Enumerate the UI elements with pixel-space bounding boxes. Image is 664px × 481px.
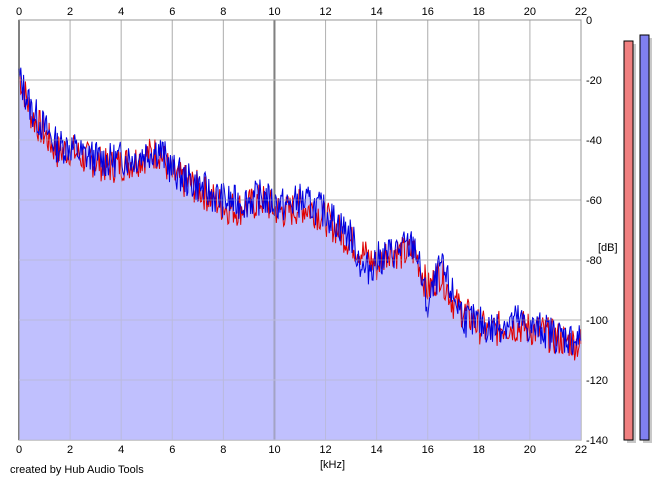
y-axis-unit-label: [dB] (598, 242, 618, 254)
x-bottom-tick-label-5: 10 (268, 444, 280, 456)
y-tick-label-0: 0 (586, 15, 592, 27)
x-bottom-tick-label-1: 2 (67, 444, 73, 456)
x-top-tick-label-9: 18 (473, 6, 485, 18)
x-bottom-tick-label-3: 6 (169, 444, 175, 456)
y-tick-label-7: -140 (586, 435, 608, 447)
x-bottom-tick-label-7: 14 (371, 444, 383, 456)
credit-text: created by Hub Audio Tools (10, 464, 144, 476)
y-tick-label-1: -20 (586, 75, 602, 87)
x-axis-unit-label: [kHz] (320, 459, 345, 471)
x-top-tick-label-1: 2 (67, 6, 73, 18)
y-tick-label-4: -80 (586, 255, 602, 267)
x-top-tick-label-10: 20 (524, 6, 536, 18)
x-axis-bottom-ticks: 0 2 4 6 8 10 12 14 16 18 20 22 (16, 444, 587, 456)
x-bottom-tick-label-8: 16 (422, 444, 434, 456)
x-bottom-tick-label-2: 4 (118, 444, 124, 456)
x-bottom-tick-label-4: 8 (220, 444, 226, 456)
right-level-meter (639, 34, 650, 441)
x-top-tick-label-8: 16 (422, 6, 434, 18)
x-top-tick-label-5: 10 (268, 6, 280, 18)
x-top-tick-label-2: 4 (118, 6, 124, 18)
x-top-tick-label-0: 0 (16, 6, 22, 18)
y-axis-ticks: 0 -20 -40 -60 -80 -100 -120 -140 (586, 15, 608, 447)
x-bottom-tick-label-11: 22 (575, 444, 587, 456)
x-axis-top-ticks: 0 2 4 6 8 10 12 14 16 18 20 22 (16, 6, 587, 18)
y-tick-label-5: -100 (586, 315, 608, 327)
left-level-meter (623, 40, 634, 441)
x-top-tick-label-4: 8 (220, 6, 226, 18)
x-top-tick-label-11: 22 (575, 6, 587, 18)
x-bottom-tick-label-0: 0 (16, 444, 22, 456)
right-channel-line (18, 67, 582, 355)
x-bottom-tick-label-10: 20 (524, 444, 536, 456)
x-bottom-tick-label-9: 18 (473, 444, 485, 456)
x-top-tick-label-3: 6 (169, 6, 175, 18)
level-meters (623, 34, 652, 443)
x-bottom-tick-label-6: 12 (319, 444, 331, 456)
x-top-tick-label-7: 14 (371, 6, 383, 18)
y-tick-label-2: -40 (586, 135, 602, 147)
grid-lines-overlay (18, 19, 582, 441)
y-tick-label-3: -60 (586, 195, 602, 207)
x-top-tick-label-6: 12 (319, 6, 331, 18)
y-tick-label-6: -120 (586, 375, 608, 387)
